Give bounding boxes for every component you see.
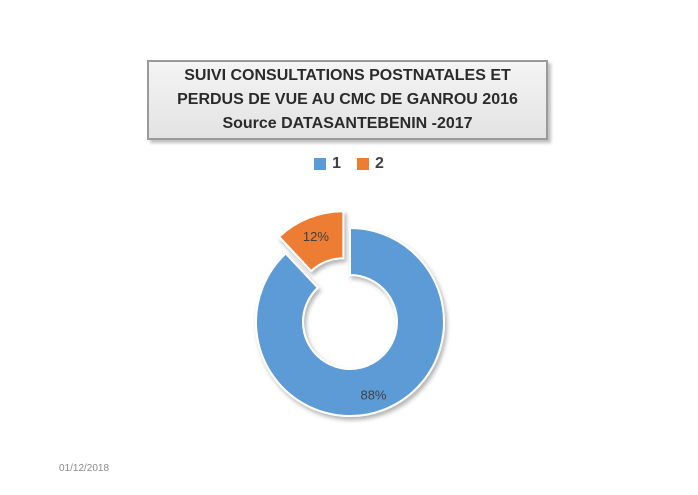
legend-item-1: 1 <box>314 155 341 173</box>
donut-data-labels: 88% 12% <box>303 229 387 402</box>
legend-item-2: 2 <box>357 155 384 173</box>
legend-swatch-1 <box>314 158 327 170</box>
chart-title-line-2: PERDUS DE VUE AU CMC DE GANROU 2016 <box>177 91 518 108</box>
donut-slice-1 <box>255 226 445 417</box>
chart-title-line-3: Source DATASANTEBENIN -2017 <box>222 115 473 132</box>
legend-swatch-2 <box>357 158 369 170</box>
footer-date: 01/12/2018 <box>59 463 110 474</box>
data-label-2: 12% <box>303 229 329 244</box>
data-label-1: 88% <box>360 387 386 402</box>
chart-title-line-1: SUIVI CONSULTATIONS POSTNATALES ET <box>184 67 511 84</box>
legend-label-1: 1 <box>332 155 341 172</box>
donut-slice-2 <box>277 210 345 273</box>
donut-slices <box>255 210 445 417</box>
chart-title-box: SUIVI CONSULTATIONS POSTNATALES ET PERDU… <box>147 60 548 140</box>
legend-label-2: 2 <box>375 155 384 172</box>
